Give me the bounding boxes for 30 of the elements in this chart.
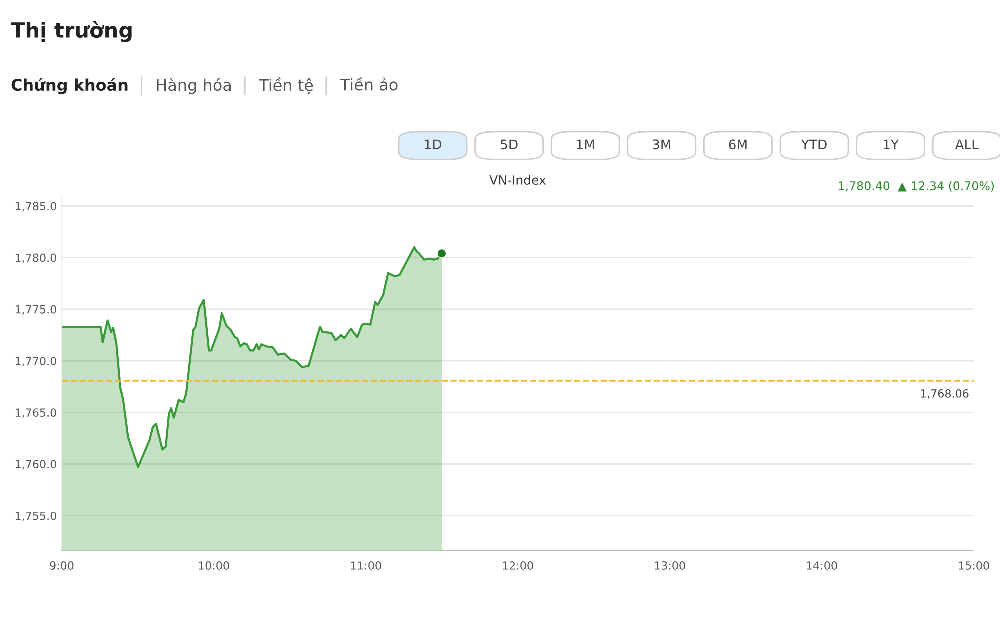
text: 1M	[577, 140, 594, 150]
text: Tiền ảo	[340, 77, 398, 91]
text: 1D	[425, 140, 442, 150]
x-tick-label: 9:00	[50, 562, 74, 570]
text: 6M	[729, 140, 747, 150]
y-tick-label: 1,755.0	[16, 512, 56, 522]
y-tick-label: 1,785.0	[16, 202, 56, 212]
text: Hàng hóa	[157, 78, 231, 94]
text: Chứng khoán	[12, 78, 128, 94]
text: 3M	[653, 140, 670, 150]
y-tick-label: 1,770.0	[16, 357, 56, 367]
chart-title: VN-Index	[490, 175, 546, 185]
text: Tiền tệ	[259, 78, 314, 94]
text: YTD	[801, 140, 827, 150]
y-tick-label: 1,775.0	[16, 305, 56, 315]
x-tick-label: 11:00	[351, 562, 382, 570]
text: 1Y	[884, 140, 900, 150]
x-tick-label: 10:00	[199, 562, 230, 570]
y-tick-label: 1,760.0	[16, 460, 56, 470]
x-tick-label: 14:00	[807, 562, 838, 570]
text: 1,780.40 ▲ 12.34 (0.70%)	[839, 181, 994, 192]
ref-line-label: 1,768.06	[921, 390, 969, 400]
y-tick-label: 1,780.0	[16, 254, 56, 264]
x-tick-label: 12:00	[503, 562, 534, 570]
text: ALL	[955, 140, 979, 150]
text: Thị trường	[11, 21, 132, 42]
x-tick-label: 15:00	[959, 562, 990, 570]
x-tick-label: 13:00	[655, 562, 686, 570]
text: 5D	[501, 140, 518, 150]
y-tick-label: 1,765.0	[16, 408, 56, 418]
